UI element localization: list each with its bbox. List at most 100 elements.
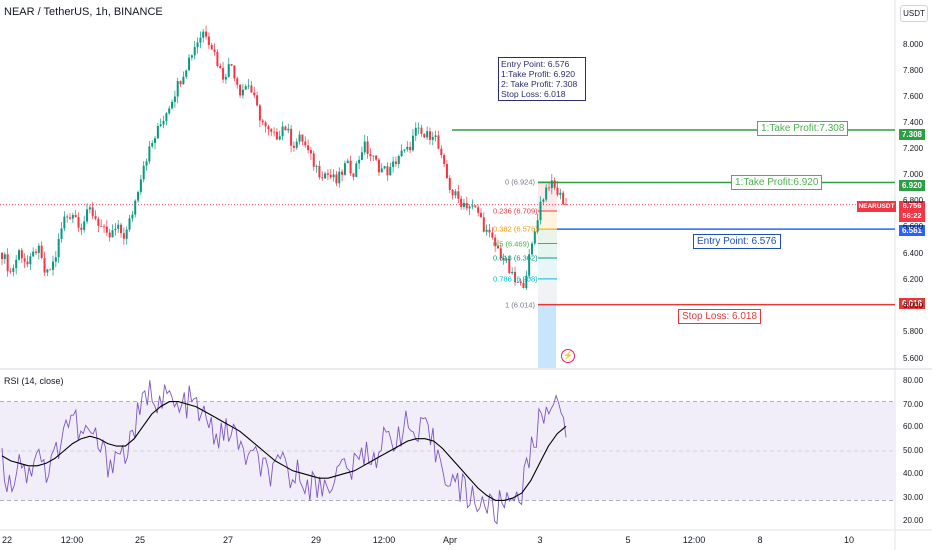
- candle-body: [1, 252, 3, 259]
- candle-body: [145, 161, 148, 166]
- rsi-tick: 30.00: [903, 493, 924, 502]
- candle-body: [491, 232, 494, 238]
- candle-body: [176, 81, 179, 97]
- candle-body: [485, 229, 488, 232]
- stop-loss-label[interactable]: Stop Loss: 6.018: [678, 309, 762, 324]
- candle-body: [60, 228, 63, 239]
- candle-body: [545, 187, 548, 200]
- candle-body: [230, 64, 233, 66]
- candle-body: [519, 281, 522, 283]
- candle-body: [440, 148, 443, 156]
- entry-point-label[interactable]: Entry Point: 6.576: [693, 234, 781, 249]
- candle-body: [366, 141, 369, 154]
- candle-body: [151, 143, 154, 147]
- candle-body: [479, 212, 482, 218]
- candle-body: [505, 258, 508, 261]
- candle-body: [321, 177, 324, 179]
- candle-body: [392, 161, 395, 167]
- candle-body: [142, 165, 145, 180]
- candle-body: [66, 216, 69, 218]
- candle-body: [423, 133, 426, 138]
- candle-body: [290, 128, 293, 146]
- candle-body: [207, 36, 210, 45]
- candle-body: [428, 131, 431, 140]
- candle-body: [298, 134, 301, 142]
- projection-range-box: [538, 304, 556, 368]
- rsi-ma-line: [1, 401, 567, 501]
- candle-body: [71, 214, 74, 219]
- price-tick: 6.800: [903, 196, 924, 205]
- candle-body: [369, 153, 372, 157]
- trade-info-box[interactable]: Entry Point: 6.576 1:Take Profit: 6.920 …: [498, 57, 586, 101]
- candle-body: [539, 201, 542, 221]
- candle-body: [15, 259, 18, 269]
- price-tick: 7.000: [903, 170, 924, 179]
- candle-body: [474, 205, 477, 208]
- price-tick: 5.600: [903, 354, 924, 363]
- candle-body: [508, 258, 511, 274]
- price-tick: 7.800: [903, 66, 924, 75]
- candle-body: [69, 217, 72, 219]
- info-tp2: 2: Take Profit: 7.308: [501, 79, 578, 89]
- candle-body: [196, 42, 199, 48]
- candle-body: [12, 268, 15, 272]
- candle-body: [565, 204, 567, 206]
- candle-body: [199, 37, 202, 43]
- candle-body: [224, 76, 227, 80]
- candle-body: [394, 161, 397, 164]
- info-stop-loss: Stop Loss: 6.018: [501, 89, 566, 99]
- candle-body: [343, 163, 346, 175]
- stop-loss-axis-badge: 6.018: [899, 298, 925, 309]
- time-tick: 10: [843, 535, 855, 545]
- entry-axis-badge: 6.581: [899, 225, 925, 236]
- candle-body: [193, 47, 196, 56]
- candle-body: [562, 192, 565, 205]
- candle-body: [454, 191, 457, 196]
- candle-body: [556, 187, 559, 195]
- candle-body: [258, 105, 261, 121]
- last-price-badge: 6.756 56:22: [899, 201, 925, 222]
- rsi-indicator-label[interactable]: RSI (14, close): [4, 376, 64, 386]
- candle-body: [530, 243, 533, 255]
- currency-button[interactable]: USDT: [900, 5, 928, 22]
- candle-body: [134, 200, 137, 215]
- candle-body: [100, 225, 103, 227]
- candle-body: [108, 232, 111, 238]
- info-entry: Entry Point: 6.576: [501, 59, 570, 69]
- candle-body: [477, 207, 480, 213]
- candle-body: [49, 269, 52, 271]
- candle-body: [275, 131, 278, 140]
- last-price-value: 6.756: [902, 201, 922, 210]
- alert-lightning-icon[interactable]: ⚡: [561, 349, 575, 363]
- take-profit-2-label[interactable]: 1:Take Profit:7.308: [757, 121, 849, 136]
- candle-body: [6, 254, 9, 272]
- candle-body: [32, 251, 35, 257]
- candle-body: [372, 155, 375, 157]
- candle-body: [397, 156, 400, 164]
- candle-body: [205, 31, 208, 37]
- candle-body: [250, 85, 253, 93]
- candle-body: [253, 92, 256, 96]
- candle-body: [360, 152, 363, 160]
- candle-body: [216, 51, 219, 66]
- candle-body: [335, 174, 338, 184]
- price-tick: 6.000: [903, 301, 924, 310]
- candle-body: [162, 120, 165, 125]
- candle-body: [278, 136, 281, 140]
- fib-zone: [538, 243, 557, 259]
- candle-body: [210, 44, 213, 50]
- candle-body: [380, 168, 383, 173]
- candle-body: [43, 257, 46, 273]
- rsi-tick: 60.00: [903, 422, 924, 431]
- candle-body: [156, 126, 159, 139]
- fib-level-label: 0.786 (6.208): [493, 274, 538, 284]
- take-profit-2-axis-badge: 7.308: [899, 129, 925, 140]
- candle-body: [389, 166, 392, 176]
- candle-body: [179, 81, 182, 85]
- candle-body: [287, 128, 290, 131]
- candle-body: [26, 261, 29, 265]
- candle-body: [88, 207, 91, 210]
- take-profit-1-label[interactable]: 1:Take Profit:6.920: [731, 175, 823, 190]
- candle-countdown: 56:22: [902, 211, 922, 220]
